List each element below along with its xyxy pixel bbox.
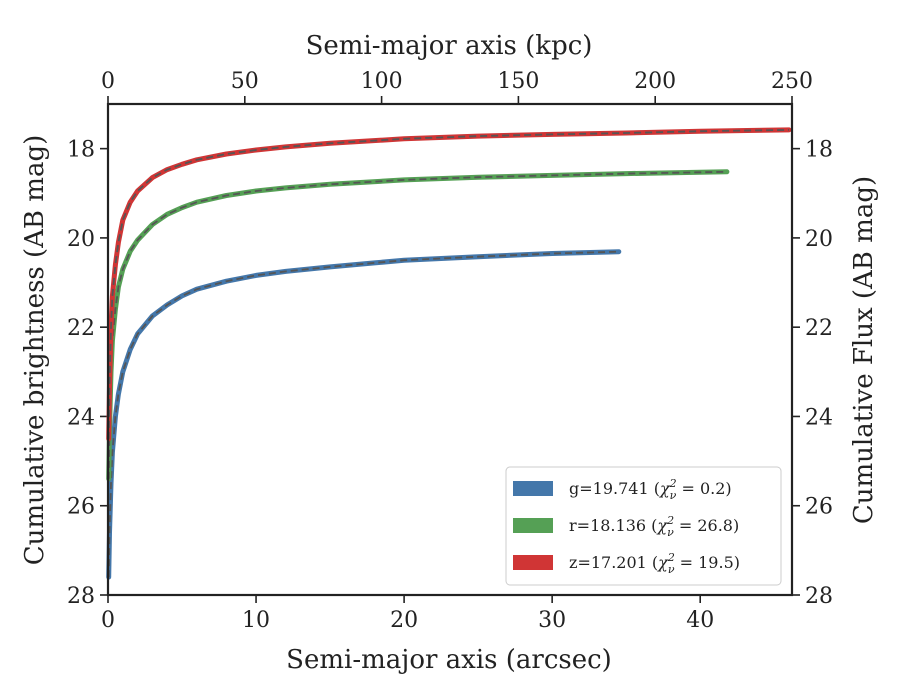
legend-box [505, 466, 782, 586]
right-axis-ticks: 18 20 22 24 26 28 [792, 138, 833, 609]
series-layer [106, 127, 792, 580]
right-tick-label: 26 [805, 495, 833, 520]
x-tick-label: 30 [538, 608, 566, 633]
x-tick-label: 20 [390, 608, 418, 633]
top-axis-ticks: 0 50 100 150 200 250 [101, 69, 813, 104]
model-line-g [107, 250, 619, 578]
x-tick-label: 10 [242, 608, 270, 633]
y-tick-label: 20 [67, 227, 95, 252]
left-axis-ticks: 18 20 22 24 26 28 [67, 138, 108, 609]
right-tick-label: 28 [805, 584, 833, 609]
top-tick-label: 0 [101, 69, 115, 94]
left-axis-title: Cumulative brightness (AB mag) [20, 135, 50, 566]
bottom-axis-ticks: 0 10 20 30 40 [101, 595, 714, 633]
top-tick-label: 50 [231, 69, 259, 94]
y-tick-label: 22 [67, 316, 95, 341]
legend: g=19.741 (χ2 ν = 0.2) r=18.136 (χ2 ν = 26.… [505, 466, 782, 586]
plot-frame [106, 102, 794, 597]
legend-swatch-g [513, 481, 553, 496]
series-line-r [106, 169, 730, 482]
bottom-axis-title: Semi-major axis (arcsec) [286, 645, 612, 675]
y-tick-label: 18 [67, 138, 95, 163]
x-tick-label: 40 [686, 608, 714, 633]
right-tick-label: 18 [805, 138, 833, 163]
legend-label-z: z=17.201 (χ2 ν = 19.5) [569, 551, 740, 576]
right-tick-label: 20 [805, 227, 833, 252]
y-tick-label: 28 [67, 584, 95, 609]
right-tick-label: 24 [805, 405, 833, 430]
top-tick-label: 100 [361, 69, 403, 94]
y-tick-label: 24 [67, 405, 95, 430]
legend-swatch-r [513, 518, 553, 533]
x-tick-label: 0 [101, 608, 115, 633]
y-tick-label: 26 [67, 495, 95, 520]
legend-label-g: g=19.741 (χ2 ν = 0.2) [569, 477, 732, 502]
model-line-r [107, 170, 727, 479]
right-tick-label: 22 [805, 316, 833, 341]
top-tick-label: 250 [771, 69, 813, 94]
top-axis-title: Semi-major axis (kpc) [306, 31, 593, 61]
legend-label-r: r=18.136 (χ2 ν = 26.8) [569, 514, 739, 539]
top-tick-label: 200 [634, 69, 676, 94]
legend-swatch-z [513, 555, 553, 570]
top-tick-label: 150 [497, 69, 539, 94]
model-line-z [107, 129, 790, 439]
right-axis-title: Cumulative Flux (AB mag) [849, 176, 879, 524]
